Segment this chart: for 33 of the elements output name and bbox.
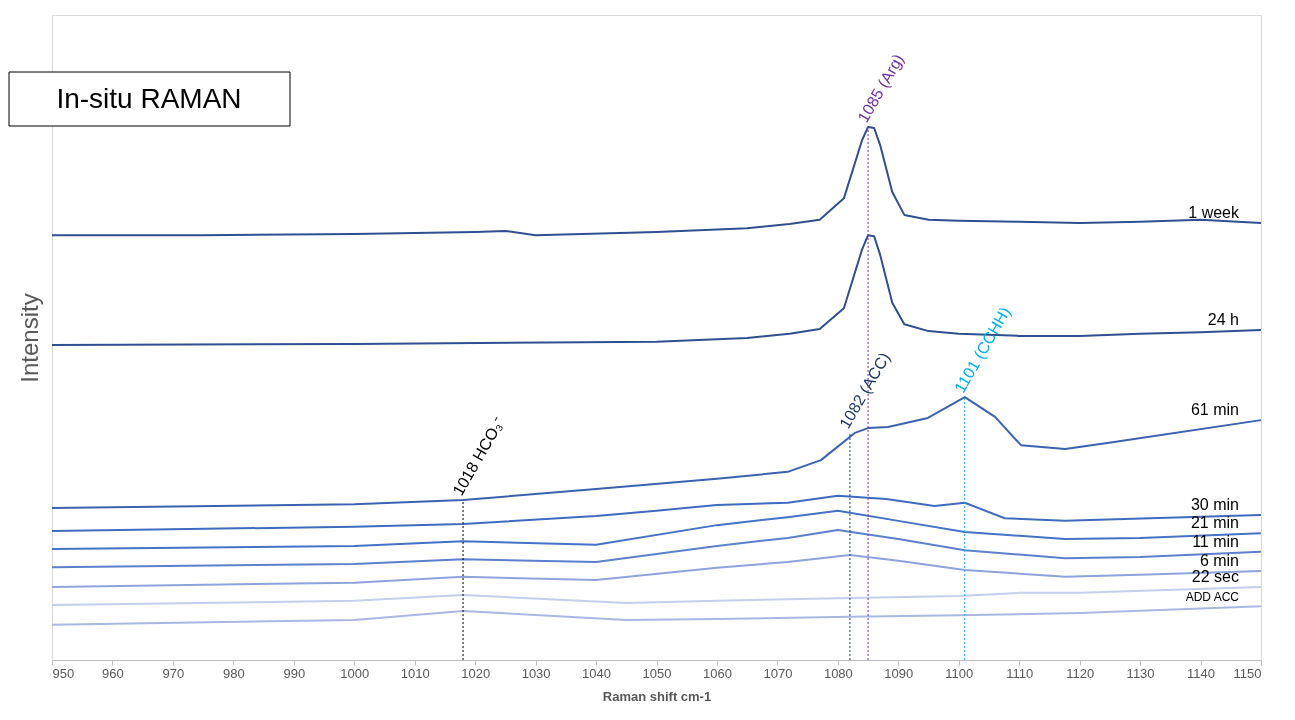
x-tick-label: 950 bbox=[52, 665, 75, 681]
x-tick-label: 1090 bbox=[884, 665, 914, 681]
series-label: ADD ACC bbox=[1185, 590, 1240, 605]
x-axis-title: Raman shift cm-1 bbox=[602, 688, 712, 704]
x-tick-label: 1080 bbox=[823, 665, 853, 681]
x-tick-label: 1150 bbox=[1233, 665, 1262, 681]
x-tick-label: 960 bbox=[102, 665, 124, 681]
x-tick-label: 1070 bbox=[763, 665, 793, 681]
series-label: 1 week bbox=[1188, 203, 1240, 221]
x-tick-label: 970 bbox=[162, 665, 185, 681]
x-tick-label: 1000 bbox=[340, 665, 370, 681]
x-tick-label: 1110 bbox=[1006, 665, 1034, 681]
chart-title: In-situ RAMAN bbox=[56, 83, 242, 114]
x-tick-label: 1100 bbox=[945, 665, 974, 681]
series-label: 11 min bbox=[1192, 532, 1239, 550]
x-tick-label: 980 bbox=[223, 665, 245, 681]
y-axis-title: Intensity bbox=[15, 293, 43, 383]
series-label: 24 h bbox=[1207, 311, 1239, 329]
x-tick-label: 990 bbox=[283, 665, 306, 681]
x-tick-label: 1050 bbox=[642, 665, 672, 681]
x-tick-label: 1030 bbox=[521, 665, 551, 681]
x-tick-label: 1040 bbox=[582, 665, 612, 681]
series-label: 22 sec bbox=[1191, 567, 1239, 585]
x-tick-label: 1060 bbox=[702, 665, 732, 681]
series-label: 61 min bbox=[1190, 401, 1239, 419]
series-label: 30 min bbox=[1190, 496, 1239, 514]
x-tick-label: 1010 bbox=[400, 665, 430, 681]
series-label: 6 min bbox=[1199, 551, 1239, 569]
x-tick-label: 1140 bbox=[1187, 665, 1216, 681]
x-tick-label: 1130 bbox=[1126, 665, 1155, 681]
x-tick-label: 1120 bbox=[1066, 665, 1095, 681]
series-label: 21 min bbox=[1190, 514, 1239, 532]
x-tick-label: 1020 bbox=[461, 665, 491, 681]
